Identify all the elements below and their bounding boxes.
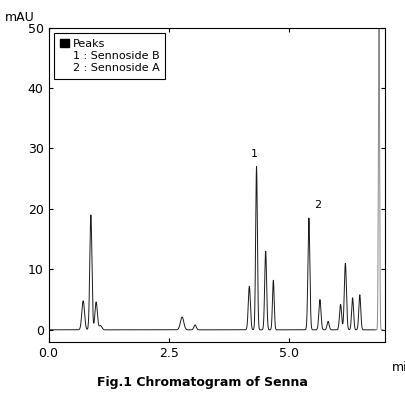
Text: mAU: mAU bbox=[5, 11, 35, 24]
Legend: Peaks, 1 : Sennoside B, 2 : Sennoside A: Peaks, 1 : Sennoside B, 2 : Sennoside A bbox=[54, 33, 165, 79]
Text: 2: 2 bbox=[314, 200, 321, 210]
Text: Fig.1 Chromatogram of Senna: Fig.1 Chromatogram of Senna bbox=[97, 376, 308, 389]
Text: 1: 1 bbox=[251, 149, 258, 159]
Text: min: min bbox=[392, 361, 405, 374]
